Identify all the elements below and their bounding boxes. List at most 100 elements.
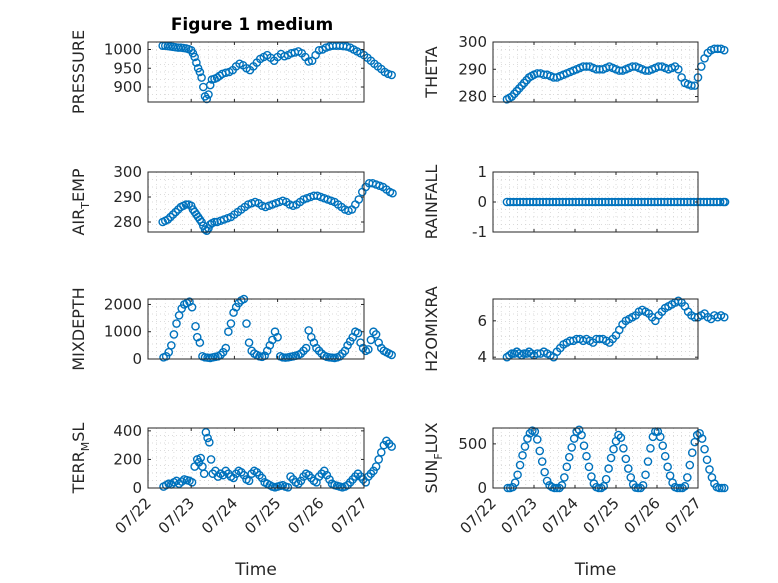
subplot-3-series [158,178,397,236]
subplot-6-axes-box [492,298,699,360]
subplot-5-point [376,343,386,353]
subplot-3-point [354,195,364,204]
subplot-3-point [171,207,180,217]
subplot-8-point [515,460,525,470]
subplot-3-point [181,200,191,209]
subplot-8-ytick-label: 500 [458,435,487,453]
subplot-8-point [584,462,594,472]
subplot-7-point [203,433,212,443]
subplot-4-point [715,197,725,207]
figure-title: Figure 1 medium [171,15,333,35]
subplot-8-point [564,452,574,462]
subplot-5-point [247,346,256,356]
subplot-4-ytick-label: -1 [472,223,487,241]
subplot-2-point [514,84,524,93]
subplot-8-point [695,428,704,438]
subplot-8-point [582,451,591,461]
subplot-8-point [557,481,567,490]
subplot-7-point [206,455,216,464]
subplot-1-point [190,52,199,62]
subplot-7-point [218,470,228,480]
subplot-8-point [719,483,729,493]
subplot-8-point [643,457,653,466]
subplot-7-point [376,447,386,457]
subplot-1-point [387,70,396,80]
subplot-1-point [205,80,215,90]
subplot-8-ylabel: SUNFLUX [422,422,445,493]
subplot-8-point [717,483,727,493]
subplot-3-point [388,188,397,198]
subplot-5-point [314,346,324,356]
subplot-7-ytick-label: 0 [132,479,142,497]
subplot-7-point [319,466,329,476]
subplot-8-point [624,464,633,473]
subplot-8-point [606,453,616,463]
subplot-8-axes-box [492,427,699,489]
subplot-8-point [680,481,690,491]
subplot-8-point [567,443,577,452]
subplot-2-point [512,86,522,96]
subplot-5-axes-box [147,298,365,360]
subplot-1-ytick-label: 1000 [104,41,142,59]
subplot-5-point [296,349,306,358]
subplot-8-point [510,478,520,488]
subplot-4-ytick-label: 1 [477,163,487,181]
subplot-2-ytick-label: 280 [458,88,487,106]
subplot-3-point [163,215,173,224]
subplot-1-point [197,73,206,82]
subplot-8-point [655,432,665,442]
subplot-5-point [224,327,233,337]
subplot-5-ytick-label: 0 [132,350,142,368]
subplot-5-point [387,350,396,360]
subplot-8-point [542,476,552,486]
subplot-8-point [705,465,714,474]
subplot-8-point [700,444,709,454]
subplot-5-point [195,338,205,347]
subplot-8-point [562,462,572,472]
subplot-5-point [169,330,179,339]
subplot-5-point [273,332,282,342]
subplot-8-point [523,434,532,443]
subplot-6-ylabel: H2OMIXRA [422,286,441,372]
subplot-7-point [205,437,214,447]
subplot-7-xlabel: Time [234,560,277,580]
subplot-8-point [616,433,626,443]
subplot-1-ylabel: PRESSURE [69,30,88,114]
subplot-5: 0 1000 2000 MIXDEPTH [69,287,396,371]
subplot-5-point [335,351,345,361]
subplot-5-point [242,319,251,328]
subplot-8-ytick-label: 0 [477,479,487,497]
subplot-3-point [166,212,175,222]
subplot-8-point [537,457,547,466]
subplot-5-ytick-label: 2000 [104,295,142,313]
subplot-8-point [601,474,611,484]
subplot-6: 4 6 H2OMIXRA [422,286,729,372]
subplot-8-xlabel: Time [574,560,617,580]
subplot-2-plot-area [493,42,698,102]
subplot-7-point [244,476,254,486]
subplot-2-point [719,45,729,55]
subplot-8-point [715,483,724,493]
subplot-6-point [527,349,536,358]
subplot-7-point [229,473,238,483]
subplot-8-point [513,470,522,480]
subplot-8-point [641,470,650,480]
subplot-2-point [507,92,517,101]
subplot-8-point [604,464,613,473]
subplot-5-ylabel: MIXDEPTH [69,287,88,370]
subplot-8-point [525,428,535,438]
subplot-6-point [719,312,729,322]
subplot-2-axes-box [492,41,699,103]
subplot-7-point [322,470,332,480]
subplot-1-ytick-label: 900 [113,78,142,96]
subplot-8-point [646,443,655,453]
subplot-8-point [619,443,628,453]
subplot-1-point [204,90,213,99]
subplot-5-point [338,349,347,358]
subplot-7-ytick-label: 200 [113,450,142,468]
subplot-2-point [687,81,696,90]
subplot-5-point [301,343,311,353]
subplot-2: 280 290 300 THETA [422,33,729,106]
